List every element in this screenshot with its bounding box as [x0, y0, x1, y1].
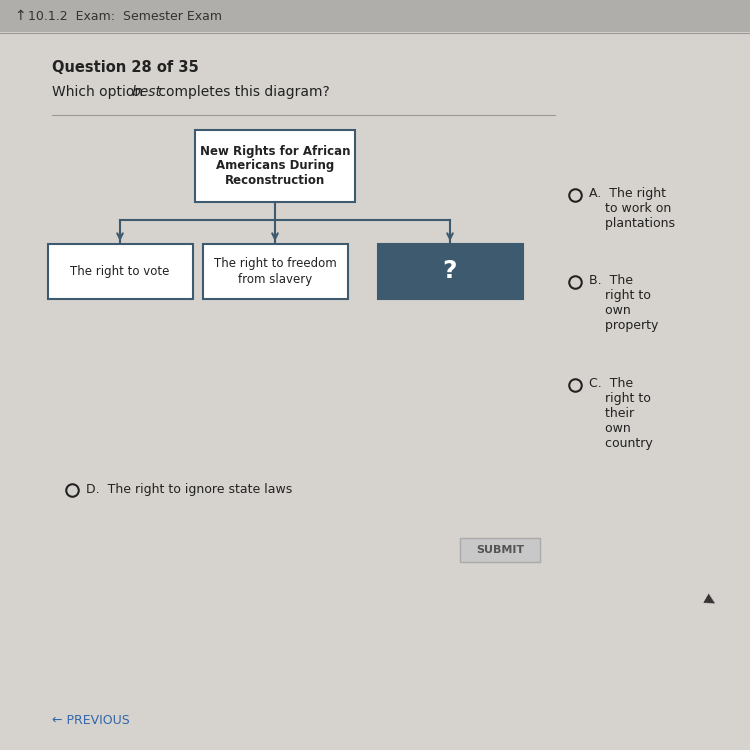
- Text: C.  The
    right to
    their
    own
    country: C. The right to their own country: [589, 377, 652, 450]
- FancyBboxPatch shape: [195, 130, 355, 202]
- Text: Question 28 of 35: Question 28 of 35: [52, 61, 199, 76]
- Text: SUBMIT: SUBMIT: [476, 545, 524, 555]
- Text: best: best: [132, 85, 162, 99]
- Text: B.  The
    right to
    own
    property: B. The right to own property: [589, 274, 658, 332]
- Text: D.  The right to ignore state laws: D. The right to ignore state laws: [86, 484, 292, 496]
- Text: 10.1.2  Exam:  Semester Exam: 10.1.2 Exam: Semester Exam: [28, 10, 222, 22]
- FancyBboxPatch shape: [460, 538, 540, 562]
- FancyBboxPatch shape: [377, 244, 523, 299]
- Text: completes this diagram?: completes this diagram?: [154, 85, 330, 99]
- FancyBboxPatch shape: [0, 0, 750, 32]
- Text: A.  The right
    to work on
    plantations: A. The right to work on plantations: [589, 187, 675, 230]
- Text: ?: ?: [442, 260, 458, 284]
- Text: The right to vote: The right to vote: [70, 265, 170, 278]
- Text: ▶: ▶: [702, 591, 718, 609]
- Text: The right to freedom
from slavery: The right to freedom from slavery: [214, 257, 336, 286]
- Text: ← PREVIOUS: ← PREVIOUS: [52, 713, 130, 727]
- Text: New Rights for African
Americans During
Reconstruction: New Rights for African Americans During …: [200, 145, 350, 188]
- FancyBboxPatch shape: [202, 244, 347, 299]
- FancyBboxPatch shape: [47, 244, 193, 299]
- Text: Which option: Which option: [52, 85, 148, 99]
- Text: ↑: ↑: [14, 9, 26, 23]
